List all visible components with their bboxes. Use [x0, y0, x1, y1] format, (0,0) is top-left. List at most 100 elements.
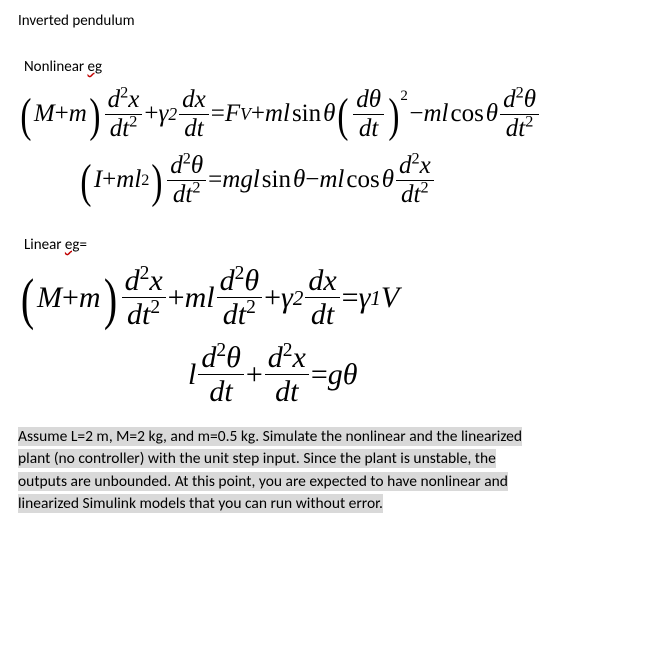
- sq: 2: [516, 84, 524, 102]
- frac-d2x-dt: d2x dt: [265, 341, 309, 408]
- theta: θ: [524, 86, 536, 113]
- sq: 2: [129, 112, 137, 130]
- assumption-line4: linearized Simulink models that you can …: [18, 494, 383, 513]
- V: V: [381, 281, 399, 315]
- sq: 2: [140, 263, 150, 284]
- t: t: [238, 298, 246, 331]
- m: m: [222, 166, 240, 194]
- d: d: [182, 86, 195, 113]
- nonlinear-heading: Nonlinear eg: [24, 58, 634, 76]
- gamma: γ: [159, 100, 169, 128]
- theta: θ: [382, 166, 394, 194]
- eq: =: [211, 100, 225, 128]
- linear-label-wavy: eg: [65, 236, 80, 254]
- lparen-icon: (: [80, 169, 91, 195]
- assumption-line3: outputs are unbounded. At this point, yo…: [18, 472, 508, 491]
- theta: θ: [369, 86, 381, 113]
- cos: cos: [346, 166, 379, 194]
- plus: +: [264, 281, 281, 315]
- l: l: [283, 100, 290, 128]
- linear-label-suffix: =: [79, 236, 86, 254]
- eq: =: [311, 358, 328, 392]
- d: d: [308, 264, 323, 297]
- gamma: γ: [281, 281, 293, 315]
- frac-d2theta-dt2: d2θ dt2: [167, 152, 206, 208]
- d: d: [356, 86, 369, 113]
- l: l: [337, 166, 344, 194]
- m: m: [423, 100, 441, 128]
- d: d: [506, 115, 519, 142]
- nonlinear-eq1: ( M + m ) d2x dt2 + γ2 dx dt = FV + ml s…: [18, 86, 634, 142]
- d: d: [184, 115, 197, 142]
- d: d: [201, 341, 216, 374]
- sq: 2: [216, 340, 226, 361]
- m: m: [79, 281, 101, 315]
- t: t: [197, 115, 204, 142]
- plus: +: [102, 166, 116, 194]
- sq: 2: [421, 178, 429, 196]
- rparen-icon: ): [89, 103, 100, 129]
- rparen-icon: ): [388, 103, 399, 129]
- t: t: [371, 115, 378, 142]
- d: d: [108, 86, 121, 113]
- x: x: [293, 341, 306, 374]
- m: m: [319, 166, 337, 194]
- x: x: [149, 264, 162, 297]
- x: x: [195, 86, 206, 113]
- lparen-icon: (: [20, 103, 31, 129]
- I: I: [94, 166, 102, 194]
- g: g: [328, 358, 343, 392]
- sym-M: M: [34, 100, 55, 128]
- cos: cos: [450, 100, 483, 128]
- nonlinear-label-wavy: eg: [88, 58, 103, 76]
- linear-eq1: ( M + m ) d2x dt2 + ml d2θ dt2 + γ2 dx d…: [18, 264, 634, 331]
- theta: θ: [343, 358, 358, 392]
- l: l: [188, 358, 196, 392]
- m: m: [116, 166, 134, 194]
- t: t: [326, 298, 334, 331]
- frac-d2theta-dt2: d2θ dt2: [217, 264, 263, 331]
- sym-m: m: [69, 100, 87, 128]
- frac-d2x-dt2: d2x dt2: [396, 152, 434, 208]
- lparen-icon: (: [338, 103, 349, 129]
- m: m: [265, 100, 283, 128]
- x: x: [323, 264, 336, 297]
- d: d: [127, 298, 142, 331]
- theta: θ: [226, 341, 241, 374]
- frac-dtheta-dt: dθ dt: [353, 86, 384, 142]
- linear-eq2: l d2θ dt + d2x dt = gθ: [188, 341, 634, 408]
- nonlinear-label-prefix: Nonlinear: [24, 58, 88, 76]
- nonlinear-eq2: ( I + ml2 ) d2θ dt2 = mgl sin θ − ml cos…: [78, 152, 634, 208]
- rparen-icon: ): [103, 284, 116, 315]
- d: d: [170, 152, 183, 179]
- frac-d2x-dt2: d2x dt2: [122, 264, 166, 331]
- frac-d2x-dt2: d2x dt2: [105, 86, 143, 142]
- page-title: Inverted pendulum: [18, 12, 634, 30]
- linear-equations: ( M + m ) d2x dt2 + ml d2θ dt2 + γ2 dx d…: [18, 264, 634, 408]
- d: d: [220, 264, 235, 297]
- assumption-line1: Assume L=2 m, M=2 kg, and m=0.5 kg. Simu…: [18, 427, 522, 446]
- F: F: [225, 100, 240, 128]
- frac-dx-dt: dx dt: [305, 264, 339, 331]
- d: d: [223, 298, 238, 331]
- theta: θ: [323, 100, 335, 128]
- frac-d2theta-dt: d2θ dt: [198, 341, 244, 408]
- plus: +: [144, 100, 158, 128]
- M: M: [37, 281, 62, 315]
- d: d: [209, 375, 224, 408]
- theta: θ: [293, 166, 305, 194]
- g: g: [240, 166, 253, 194]
- sq: 2: [525, 112, 533, 130]
- gamma: γ: [359, 281, 371, 315]
- t: t: [290, 375, 298, 408]
- l: l: [134, 166, 141, 194]
- plus: +: [55, 100, 69, 128]
- l: l: [206, 281, 214, 315]
- lparen-icon: (: [21, 284, 34, 315]
- d: d: [125, 264, 140, 297]
- d: d: [359, 115, 372, 142]
- sq: 2: [183, 150, 191, 168]
- rparen-icon: ): [152, 169, 163, 195]
- sq: 2: [192, 178, 200, 196]
- minus: −: [409, 100, 423, 128]
